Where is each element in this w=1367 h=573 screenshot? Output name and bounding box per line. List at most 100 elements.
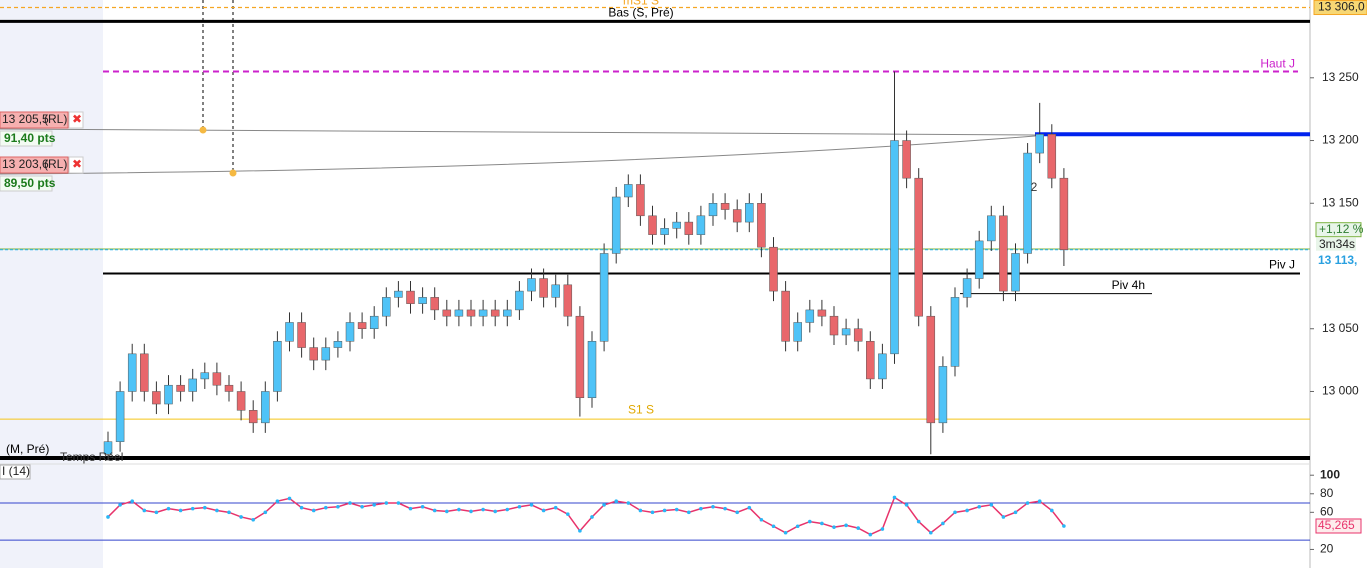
level-label: (M, Pré) [6, 442, 49, 456]
y-tick-label: 13 200 [1322, 133, 1359, 147]
candle-body [720, 203, 730, 210]
rsi-point [178, 508, 183, 513]
candle-body [878, 353, 887, 380]
candle-body [454, 309, 464, 317]
candle-body [430, 297, 439, 311]
change-box [1315, 222, 1362, 238]
axis-price-box [1313, 0, 1367, 16]
rsi-point [324, 505, 328, 510]
candle-body [587, 341, 597, 399]
rsi-point [711, 504, 715, 509]
level-label: Haut J [1260, 57, 1295, 71]
rsi-point [650, 510, 655, 515]
rsi-point [251, 517, 255, 522]
order-pts: 89,50 pts [4, 176, 56, 190]
rsi-point [735, 510, 739, 515]
rsi-point [348, 501, 352, 505]
candle-body [841, 328, 851, 336]
candle-body [1023, 152, 1032, 254]
rsi-point [880, 527, 885, 531]
order-close[interactable] [68, 156, 84, 174]
rsi-point [868, 532, 873, 537]
candle-body [115, 391, 125, 442]
order-price: 13 205,5 [2, 112, 49, 126]
order-close[interactable] [68, 111, 84, 129]
candle-body [394, 290, 403, 298]
axis-price-label: 13 306,0 [1318, 0, 1365, 14]
candle-body [212, 372, 222, 386]
candle-body [127, 353, 137, 392]
rsi-point [445, 509, 449, 514]
rsi-tick-label: 20 [1320, 542, 1334, 556]
candle-body [551, 284, 560, 298]
candle-body [285, 322, 294, 342]
candle-body [950, 297, 960, 367]
candle-body [248, 410, 258, 424]
candle-body [539, 278, 548, 298]
rsi-point [106, 515, 110, 519]
candle-body [611, 196, 621, 254]
candle-body [478, 309, 488, 317]
rsi-point [408, 506, 413, 511]
order-line [0, 135, 1036, 175]
candle-body [793, 322, 802, 342]
candle-body [902, 140, 911, 179]
rsi-point [953, 510, 957, 515]
rsi-point [227, 510, 231, 515]
rsi-point [941, 521, 945, 526]
timer-label: 3m34s [1319, 237, 1355, 251]
candle-body [769, 246, 778, 292]
rsi-point [977, 504, 981, 509]
order-pts-box [0, 130, 53, 147]
rsi-point [541, 508, 546, 513]
candle-body [236, 391, 246, 411]
rsi-tick-label: 100 [1320, 467, 1340, 481]
order-price: 13 203,6 [2, 157, 49, 171]
rsi-point [505, 507, 510, 512]
rsi-point [203, 505, 207, 510]
candle-body [321, 347, 331, 361]
signal-marker: 2 [1031, 180, 1038, 194]
rsi-label: I (14) [2, 464, 30, 478]
rsi-point [795, 524, 800, 529]
candle-body [853, 328, 863, 342]
candle-body [224, 384, 234, 392]
candle-body [684, 221, 694, 235]
rsi-point [118, 503, 122, 507]
candle-body [140, 353, 149, 392]
order-pts-box [0, 175, 53, 192]
rsi-point [578, 529, 582, 533]
y-tick-label: 13 250 [1322, 70, 1359, 84]
candle-body [309, 347, 318, 361]
order-line [0, 128, 1036, 136]
candle-body [503, 309, 512, 317]
y-tick-label: 13 150 [1322, 195, 1359, 209]
candle-body [732, 209, 742, 223]
candle-body [914, 177, 923, 317]
rsi-point [1062, 524, 1066, 528]
rsi-point [626, 501, 631, 505]
order-anchor [199, 126, 207, 134]
candle-body [297, 322, 306, 348]
candle-body [781, 290, 790, 342]
rsi-point [529, 503, 534, 507]
candle-body [805, 309, 815, 323]
level-label: Piv 4h [1112, 278, 1145, 292]
change-label: +1,12 % [1319, 222, 1364, 236]
rsi-point [1013, 510, 1018, 515]
candle-body [1059, 177, 1069, 250]
rsi-point [820, 521, 824, 526]
rsi-point [856, 526, 860, 530]
order-anchor [229, 169, 237, 177]
candle-body [624, 184, 633, 198]
rsi-point [687, 510, 691, 515]
order-close-icon: ✖ [72, 157, 82, 171]
rsi-point [590, 515, 594, 519]
rsi-point [239, 515, 243, 519]
candle-body [515, 290, 524, 311]
candle-body [1035, 134, 1044, 154]
order-tag: (RL) [44, 157, 67, 171]
order-close-icon: ✖ [72, 112, 82, 126]
rsi-point [929, 530, 933, 535]
